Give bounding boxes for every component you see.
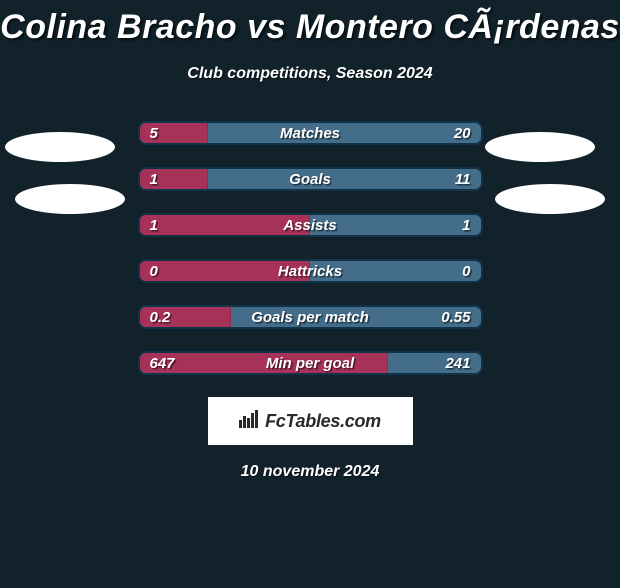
stat-bar: 1Assists1 — [138, 213, 483, 237]
stat-right-value: 0 — [462, 261, 470, 281]
decorative-ellipse — [5, 132, 115, 162]
decorative-ellipse — [495, 184, 605, 214]
stat-label: Goals per match — [140, 307, 481, 327]
logo-text: FcTables.com — [265, 411, 381, 432]
date-label: 10 november 2024 — [0, 463, 620, 481]
stat-label: Assists — [140, 215, 481, 235]
chart-bars-icon — [239, 410, 261, 433]
subtitle: Club competitions, Season 2024 — [0, 65, 620, 83]
stat-row: 1Assists1 — [0, 213, 620, 237]
stat-bar: 1Goals11 — [138, 167, 483, 191]
stat-right-value: 241 — [445, 353, 470, 373]
stat-label: Matches — [140, 123, 481, 143]
stat-row: 647Min per goal241 — [0, 351, 620, 375]
stat-label: Goals — [140, 169, 481, 189]
stat-row: 0.2Goals per match0.55 — [0, 305, 620, 329]
logo-box: FcTables.com — [208, 397, 413, 445]
stat-bar: 0Hattricks0 — [138, 259, 483, 283]
stat-right-value: 20 — [454, 123, 471, 143]
stat-bar: 5Matches20 — [138, 121, 483, 145]
stat-row: 0Hattricks0 — [0, 259, 620, 283]
page-title: Colina Bracho vs Montero CÃ¡rdenas — [0, 8, 620, 47]
stat-right-value: 0.55 — [441, 307, 470, 327]
stat-right-value: 1 — [462, 215, 470, 235]
stat-label: Min per goal — [140, 353, 481, 373]
decorative-ellipse — [15, 184, 125, 214]
decorative-ellipse — [485, 132, 595, 162]
stat-label: Hattricks — [140, 261, 481, 281]
stat-right-value: 11 — [455, 169, 471, 189]
stat-bar: 647Min per goal241 — [138, 351, 483, 375]
stat-bar: 0.2Goals per match0.55 — [138, 305, 483, 329]
